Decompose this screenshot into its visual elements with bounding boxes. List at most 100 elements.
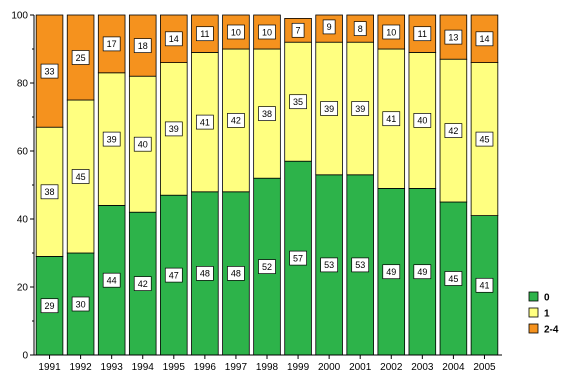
data-label-1992-series-2: 25 <box>76 53 86 63</box>
data-label-box-2002-series-0 <box>382 264 401 280</box>
data-label-1991-series-2: 33 <box>45 66 55 76</box>
data-label-1999-series-0: 57 <box>293 253 303 263</box>
data-label-1995-series-1: 39 <box>169 124 179 134</box>
data-label-box-2001-series-2 <box>353 21 367 36</box>
y-tick-label-20: 20 <box>17 283 29 294</box>
x-tick-label-1996: 1996 <box>194 362 217 373</box>
data-label-1995-series-0: 47 <box>169 270 179 280</box>
data-label-box-1992-series-0 <box>71 296 90 312</box>
data-label-2001-series-2: 8 <box>358 24 363 34</box>
data-label-2001-series-1: 39 <box>355 104 365 114</box>
x-tick-label-2004: 2004 <box>442 362 465 373</box>
data-label-1996-series-1: 41 <box>200 117 210 127</box>
data-label-1993-series-1: 39 <box>107 134 117 144</box>
bar-segment-2003-series-1 <box>408 52 437 189</box>
data-label-box-2003-series-0 <box>413 264 432 280</box>
data-label-box-2000-series-1 <box>320 101 338 116</box>
data-label-1993-series-2: 17 <box>107 39 117 49</box>
y-tick-label-40: 40 <box>17 215 29 226</box>
data-label-1993-series-0: 44 <box>107 276 117 286</box>
data-label-2002-series-2: 10 <box>386 27 396 37</box>
data-label-2002-series-1: 41 <box>386 114 396 124</box>
data-label-1991-series-0: 29 <box>45 301 55 311</box>
data-label-box-1993-series-2 <box>102 36 121 52</box>
data-label-box-1997-series-2 <box>227 24 245 40</box>
data-label-box-2001-series-1 <box>351 101 370 116</box>
data-label-box-1998-series-1 <box>258 106 276 121</box>
data-label-2004-series-1: 42 <box>448 126 458 136</box>
data-label-box-2000-series-0 <box>320 257 338 273</box>
data-label-box-1993-series-1 <box>102 131 121 147</box>
data-label-box-1991-series-2 <box>40 63 59 79</box>
data-label-box-1994-series-0 <box>133 276 152 291</box>
legend-swatch-0 <box>528 291 539 302</box>
data-label-box-1998-series-0 <box>258 259 276 274</box>
data-label-1992-series-1: 45 <box>76 172 86 182</box>
data-label-box-1996-series-1 <box>196 114 214 130</box>
x-tick-label-1999: 1999 <box>287 362 310 373</box>
data-label-box-1994-series-1 <box>133 136 152 152</box>
data-label-box-1991-series-0 <box>40 298 59 314</box>
data-label-2001-series-0: 53 <box>355 260 365 270</box>
data-label-2000-series-1: 39 <box>324 104 334 114</box>
data-label-1995-series-2: 14 <box>169 34 179 44</box>
legend-label-0: 0 <box>544 293 550 304</box>
data-label-2004-series-2: 13 <box>448 32 458 42</box>
data-label-box-1994-series-2 <box>133 38 152 53</box>
data-label-2000-series-2: 9 <box>327 22 332 32</box>
data-label-box-2004-series-0 <box>444 271 463 286</box>
x-tick-label-1995: 1995 <box>163 362 186 373</box>
y-tick-label-0: 0 <box>22 351 28 362</box>
data-label-box-2002-series-2 <box>382 24 401 40</box>
data-label-box-2005-series-0 <box>475 277 494 293</box>
legend-label-2: 2-4 <box>544 325 559 336</box>
data-label-box-1999-series-1 <box>289 94 307 110</box>
data-label-box-1999-series-2 <box>291 22 305 38</box>
data-label-box-2003-series-1 <box>413 113 432 128</box>
data-label-1997-series-1: 42 <box>231 116 241 126</box>
data-label-2002-series-0: 49 <box>386 267 396 277</box>
x-tick-label-1997: 1997 <box>225 362 248 373</box>
x-tick-label-1994: 1994 <box>132 362 155 373</box>
data-label-1997-series-0: 48 <box>231 269 241 279</box>
data-label-1999-series-1: 35 <box>293 97 303 107</box>
data-label-box-2002-series-1 <box>382 111 401 127</box>
data-label-box-1997-series-1 <box>227 113 245 128</box>
data-label-box-1993-series-0 <box>102 272 121 288</box>
data-label-box-1998-series-2 <box>258 24 276 40</box>
data-label-box-2004-series-1 <box>444 123 463 138</box>
data-label-box-1995-series-2 <box>164 31 183 47</box>
x-tick-label-2003: 2003 <box>411 362 434 373</box>
data-label-box-2001-series-0 <box>351 257 370 273</box>
x-tick-label-2002: 2002 <box>380 362 403 373</box>
legend-swatch-2 <box>528 323 539 334</box>
legend-swatch-1 <box>528 307 539 318</box>
data-label-box-2005-series-2 <box>475 31 494 47</box>
data-label-box-2003-series-2 <box>413 26 432 42</box>
data-label-1998-series-2: 10 <box>262 27 272 37</box>
data-label-box-1996-series-2 <box>196 26 214 42</box>
x-tick-label-1992: 1992 <box>69 362 92 373</box>
data-label-2004-series-0: 45 <box>448 274 458 284</box>
data-label-1994-series-0: 42 <box>138 279 148 289</box>
data-label-2005-series-2: 14 <box>479 34 489 44</box>
data-label-2003-series-1: 40 <box>417 116 427 126</box>
data-label-box-1996-series-0 <box>196 266 214 281</box>
data-label-1998-series-0: 52 <box>262 262 272 272</box>
data-label-box-1995-series-0 <box>164 267 183 283</box>
y-tick-label-60: 60 <box>17 147 29 158</box>
data-label-1992-series-0: 30 <box>76 299 86 309</box>
data-label-box-1999-series-0 <box>289 250 307 266</box>
data-label-box-2005-series-1 <box>475 131 494 147</box>
y-tick-label-80: 80 <box>17 79 29 90</box>
data-label-box-2000-series-2 <box>322 19 336 35</box>
data-label-box-2004-series-2 <box>444 29 463 45</box>
data-label-2003-series-0: 49 <box>417 267 427 277</box>
legend-label-1: 1 <box>544 309 550 320</box>
data-label-2005-series-0: 41 <box>479 281 489 291</box>
data-label-1996-series-0: 48 <box>200 269 210 279</box>
data-label-box-1995-series-1 <box>164 121 183 137</box>
x-tick-label-2005: 2005 <box>473 362 496 373</box>
